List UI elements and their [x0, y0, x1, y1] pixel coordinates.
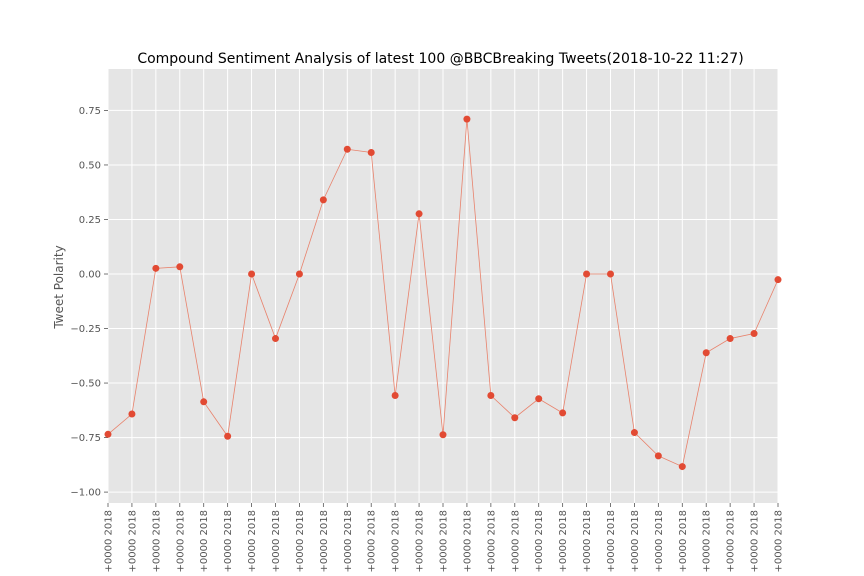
data-point: [104, 430, 112, 438]
x-tick-label: +0000 2018: [367, 510, 378, 572]
y-axis-label: Tweet Polarity: [52, 245, 66, 329]
data-point: [200, 398, 208, 406]
data-point: [487, 391, 495, 399]
x-tick-label: +0000 2018: [127, 510, 138, 572]
x-tick-label: +0000 2018: [391, 510, 402, 572]
data-point: [511, 414, 519, 422]
data-point: [272, 335, 279, 343]
x-tick-label: +0000 2018: [223, 510, 234, 572]
data-point: [702, 349, 710, 357]
data-point: [128, 410, 136, 418]
data-point: [535, 395, 543, 403]
data-point: [367, 149, 375, 157]
x-axis-ticks: +0000 2018 +0000 2018 +0000 2018 +0000 2018…: [104, 503, 785, 572]
x-tick-label: +0000 2018: [510, 510, 521, 572]
x-tick-label: +0000 2018: [750, 510, 761, 572]
x-tick-label: +0000 2018: [343, 510, 354, 572]
data-point: [224, 432, 232, 440]
x-tick-label: +0000 2018: [271, 510, 282, 572]
data-point: [319, 196, 327, 204]
y-tick-label: 0.50: [79, 160, 101, 171]
x-tick-label: +0000 2018: [462, 510, 473, 572]
data-points: [104, 115, 782, 471]
x-tick-label: +0000 2018: [415, 510, 426, 572]
data-point: [152, 264, 160, 272]
data-point: [654, 452, 662, 460]
data-point: [415, 210, 423, 218]
x-tick-label: +0000 2018: [726, 510, 737, 572]
y-tick-label: −0.50: [70, 379, 101, 390]
y-axis-ticks: −1.00 −0.75 −0.50 −0.25 0.00 0.25 0.50 0.75: [70, 106, 108, 499]
x-tick-label: +0000 2018: [654, 510, 665, 572]
y-tick-label: 0.00: [79, 270, 101, 281]
data-point: [439, 431, 447, 439]
x-tick-label: +0000 2018: [678, 510, 689, 572]
x-tick-label: +0000 2018: [606, 510, 617, 572]
data-point: [583, 270, 591, 278]
grid: [107, 69, 779, 503]
x-tick-label: +0000 2018: [247, 510, 258, 572]
data-point: [295, 270, 303, 278]
x-tick-label: +0000 2018: [630, 510, 641, 572]
x-tick-label: +0000 2018: [104, 510, 115, 572]
x-tick-label: +0000 2018: [534, 510, 545, 572]
x-tick-label: +0000 2018: [774, 510, 785, 572]
y-tick-label: −1.00: [70, 488, 101, 499]
data-point: [607, 270, 614, 278]
x-tick-label: +0000 2018: [175, 510, 186, 572]
data-point: [630, 429, 638, 437]
x-tick-label: +0000 2018: [439, 510, 450, 572]
data-point: [248, 270, 256, 278]
data-point: [463, 115, 471, 123]
y-tick-label: −0.25: [70, 324, 101, 335]
x-tick-label: +0000 2018: [199, 510, 210, 572]
data-point: [343, 145, 351, 153]
x-tick-label: +0000 2018: [486, 510, 497, 572]
data-point: [750, 330, 758, 338]
data-point: [774, 276, 782, 284]
y-tick-label: 0.75: [79, 106, 101, 117]
data-point: [176, 263, 184, 271]
x-tick-label: +0000 2018: [319, 510, 330, 572]
x-tick-label: +0000 2018: [151, 510, 162, 572]
y-tick-label: 0.25: [79, 215, 101, 226]
data-point: [391, 391, 399, 399]
data-point: [726, 335, 734, 343]
y-tick-label: −0.75: [70, 433, 101, 444]
x-tick-label: +0000 2018: [702, 510, 713, 572]
chart-title: Compound Sentiment Analysis of latest 10…: [137, 51, 743, 67]
data-point: [678, 463, 686, 471]
x-tick-label: +0000 2018: [295, 510, 306, 572]
x-tick-label: +0000 2018: [558, 510, 569, 572]
x-tick-label: +0000 2018: [582, 510, 593, 572]
data-point: [559, 409, 567, 417]
